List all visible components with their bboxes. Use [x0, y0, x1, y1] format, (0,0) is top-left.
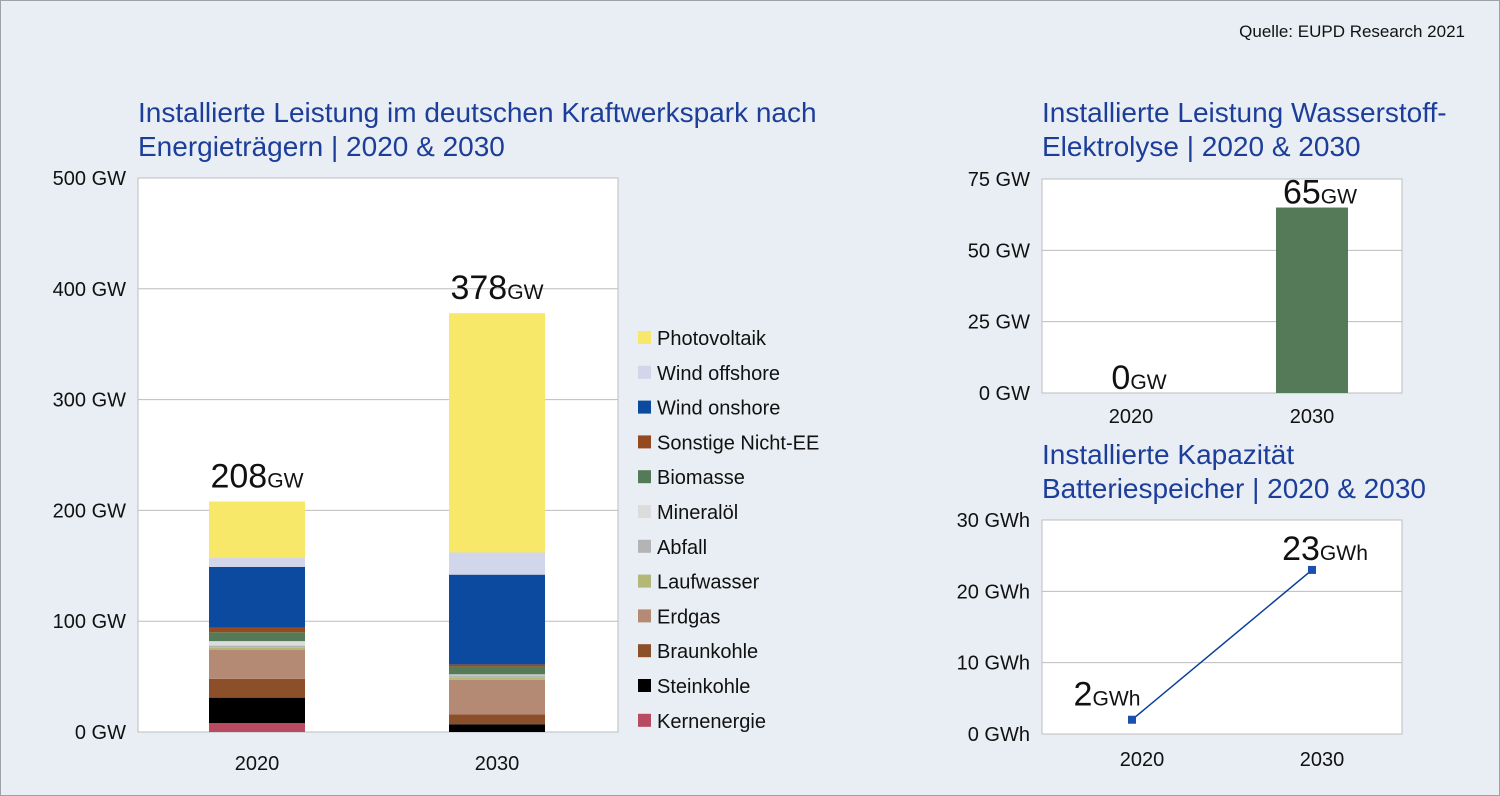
bar-segment-biomasse-2020	[209, 632, 305, 642]
main-y-tick-label: 400 GW	[53, 279, 126, 301]
bar-segment-erdgas-2030	[449, 679, 545, 715]
legend-swatch-laufwasser	[638, 574, 651, 588]
legend-swatch-photovoltaik	[638, 331, 651, 344]
main-y-tick-label: 100 GW	[53, 611, 126, 633]
bar-segment-kernenergie-2020	[209, 723, 305, 732]
main-y-tick-label: 0 GW	[75, 722, 126, 744]
bar-segment-mineralöl-2020	[209, 641, 305, 646]
battery-x-tick-label: 2030	[1300, 749, 1345, 771]
battery-y-tick-label: 30 GWh	[957, 510, 1030, 532]
battery-chart-title: Installierte Kapazität Batteriespeicher …	[1042, 439, 1426, 504]
legend-label: Mineralöl	[657, 502, 738, 524]
legend-label: Braunkohle	[657, 641, 758, 663]
bar-segment-erdgas-2020	[209, 650, 305, 679]
legend-label: Wind offshore	[657, 363, 780, 385]
main-y-tick-label: 200 GW	[53, 500, 126, 522]
source-note: Quelle: EUPD Research 2021	[1239, 22, 1465, 41]
legend-swatch-mineralöl	[638, 505, 651, 518]
bar-segment-sonstige-nicht-ee-2030	[449, 664, 545, 667]
battery-plot-border	[1041, 519, 1403, 735]
hydrogen-y-tick-label: 50 GW	[968, 240, 1030, 262]
legend-swatch-steinkohle	[638, 679, 651, 692]
total-label-2030: 378GW	[450, 269, 543, 307]
bar-segment-wind-onshore-2030	[449, 574, 545, 665]
bar-segment-steinkohle-2030	[449, 724, 545, 732]
bar-segment-mineralöl-2030	[449, 674, 545, 676]
bar-segment-biomasse-2030	[449, 666, 545, 675]
main-y-tick-label: 300 GW	[53, 390, 126, 412]
legend-swatch-erdgas	[638, 609, 651, 623]
legend-swatch-biomasse	[638, 470, 651, 484]
hydrogen-value-label-2020: 0GW	[1111, 359, 1166, 397]
bar-segment-laufwasser-2030	[449, 677, 545, 680]
hydrogen-plot-border	[1041, 178, 1403, 394]
bar-segment-braunkohle-2020	[209, 678, 305, 698]
hydrogen-value-label-2030: 65GW	[1283, 174, 1357, 212]
legend-label: Biomasse	[657, 467, 745, 489]
legend-swatch-wind-offshore	[638, 365, 651, 379]
legend-swatch-kernenergie	[638, 713, 651, 727]
hydrogen-chart-title: Installierte Leistung Wasserstoff-Elektr…	[1042, 97, 1447, 162]
total-label-2020: 208GW	[210, 458, 303, 496]
bar-segment-abfall-2030	[449, 675, 545, 678]
bar-segment-wind-onshore-2020	[209, 566, 305, 628]
bar-segment-wind-offshore-2030	[449, 552, 545, 575]
hydrogen-y-tick-label: 25 GW	[968, 312, 1030, 334]
battery-value-label-2030: 23GWh	[1282, 530, 1368, 568]
battery-plot-area	[1042, 520, 1402, 734]
hydrogen-y-tick-label: 0 GW	[979, 383, 1030, 405]
bar-segment-photovoltaik-2030	[449, 313, 545, 553]
legend-label: Kernenergie	[657, 711, 766, 733]
bar-segment-wind-offshore-2020	[209, 558, 305, 567]
bar-segment-braunkohle-2030	[449, 714, 545, 725]
legend-label: Wind onshore	[657, 398, 780, 420]
legend-label: Sonstige Nicht-EE	[657, 432, 819, 454]
legend-label: Photovoltaik	[657, 328, 767, 350]
battery-marker-2030	[1308, 565, 1316, 574]
main-plot-border	[137, 177, 619, 733]
legend-swatch-wind-onshore	[638, 400, 651, 414]
hydrogen-x-tick-label: 2030	[1290, 406, 1335, 428]
legend-swatch-braunkohle	[638, 644, 651, 658]
battery-y-tick-label: 10 GWh	[957, 653, 1030, 675]
battery-x-tick-label: 2020	[1120, 749, 1165, 771]
main-x-tick-label: 2030	[475, 753, 520, 775]
legend-label: Steinkohle	[657, 676, 750, 698]
main-chart-title: Installierte Leistung im deutschen Kraft…	[138, 97, 817, 162]
hydrogen-bar-2030	[1276, 207, 1348, 393]
battery-y-tick-label: 20 GWh	[957, 581, 1030, 603]
battery-y-tick-label: 0 GWh	[968, 724, 1030, 746]
bar-segment-steinkohle-2020	[209, 697, 305, 724]
bar-segment-abfall-2020	[209, 645, 305, 648]
bar-segment-sonstige-nicht-ee-2020	[209, 627, 305, 633]
legend-label: Laufwasser	[657, 572, 760, 594]
hydrogen-y-tick-label: 75 GW	[968, 169, 1030, 191]
hydrogen-x-tick-label: 2020	[1109, 406, 1154, 428]
main-y-tick-label: 500 GW	[53, 168, 126, 190]
bar-segment-photovoltaik-2020	[209, 501, 305, 559]
legend-swatch-sonstige-nicht-ee	[638, 435, 651, 449]
battery-marker-2020	[1128, 715, 1136, 724]
battery-line	[1131, 569, 1313, 721]
battery-value-label-2020: 2GWh	[1074, 676, 1141, 714]
legend-swatch-abfall	[638, 539, 651, 553]
legend-label: Abfall	[657, 537, 707, 559]
bar-segment-laufwasser-2020	[209, 647, 305, 651]
legend-label: Erdgas	[657, 606, 720, 628]
main-x-tick-label: 2020	[235, 753, 280, 775]
